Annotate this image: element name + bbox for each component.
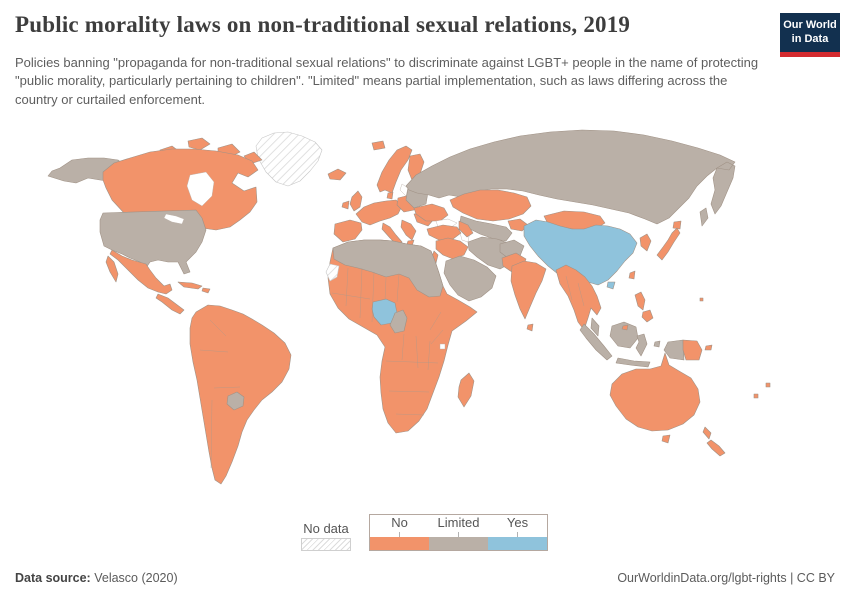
- country-pacific-islands[interactable]: [699, 297, 771, 399]
- country-usa[interactable]: [99, 209, 207, 275]
- page-subtitle: Policies banning "propaganda for non-tra…: [15, 55, 759, 107]
- footer: Data source: Velasco (2020) OurWorldinDa…: [15, 571, 835, 585]
- lake-great-lakes: [163, 213, 185, 225]
- credit-link[interactable]: OurWorldinData.org/lgbt-rights | CC BY: [617, 571, 835, 585]
- country-africa-north[interactable]: [332, 239, 444, 298]
- owid-logo-line2: in Data: [791, 32, 829, 45]
- country-greenland[interactable]: [255, 131, 323, 187]
- data-source-label: Data source:: [15, 571, 91, 585]
- legend-swatch-yes[interactable]: [488, 537, 547, 550]
- map-legend: No data No Limited Yes: [301, 514, 548, 551]
- owid-logo-line1: Our World: [783, 19, 837, 31]
- legend-tick: [458, 532, 459, 537]
- country-western-europe[interactable]: [355, 191, 403, 226]
- legend-label-yes: Yes: [506, 515, 529, 530]
- country-mexico-central-america[interactable]: [105, 249, 185, 315]
- country-madagascar[interactable]: [457, 372, 475, 408]
- legend-label-limited: Limited: [437, 515, 480, 530]
- country-india[interactable]: [510, 260, 547, 332]
- country-iberia[interactable]: [333, 219, 363, 243]
- page-title: Public morality laws on non-traditional …: [15, 12, 631, 37]
- country-ukraine[interactable]: [413, 203, 449, 222]
- legend-tick: [517, 532, 518, 537]
- owid-logo-accent-bar: [780, 51, 840, 57]
- legend-swatch-limited[interactable]: [429, 537, 488, 550]
- country-china[interactable]: [523, 219, 638, 290]
- data-source-value: Velasco (2020): [94, 571, 178, 585]
- legend-bar: No Limited Yes: [369, 514, 548, 551]
- country-borders-decorative: [199, 267, 585, 469]
- country-caribbean[interactable]: [177, 281, 211, 294]
- country-turkey-caucasus[interactable]: [426, 220, 474, 241]
- owid-logo[interactable]: Our World in Data: [780, 13, 840, 57]
- country-paraguay[interactable]: [226, 391, 245, 411]
- legend-tick: [399, 532, 400, 537]
- data-source: Data source: Velasco (2020): [15, 571, 178, 585]
- legend-label-no: No: [391, 515, 408, 530]
- country-papua-new-guinea[interactable]: [682, 339, 713, 361]
- country-uk-ireland[interactable]: [341, 190, 363, 212]
- legend-swatch-no[interactable]: [370, 537, 429, 550]
- country-cameroon[interactable]: [389, 309, 408, 334]
- lake-hudson-bay: [186, 171, 215, 207]
- country-brunei[interactable]: [621, 324, 629, 331]
- country-taiwan[interactable]: [628, 270, 636, 280]
- country-russia[interactable]: [405, 129, 736, 227]
- country-australia[interactable]: [609, 352, 701, 444]
- country-balkans[interactable]: [400, 219, 417, 247]
- country-western-sahara[interactable]: [325, 263, 340, 282]
- country-philippines[interactable]: [634, 291, 654, 323]
- country-indonesia[interactable]: [579, 323, 685, 368]
- country-kazakhstan[interactable]: [449, 189, 532, 222]
- country-new-zealand[interactable]: [702, 426, 726, 457]
- country-korea[interactable]: [639, 233, 652, 252]
- owid-logo-box: Our World in Data: [780, 13, 840, 52]
- country-japan[interactable]: [656, 220, 682, 261]
- country-arabian-peninsula[interactable]: [443, 255, 497, 302]
- legend-label-no-data: No data: [303, 521, 349, 536]
- country-iceland[interactable]: [327, 168, 347, 181]
- lake-victoria: [439, 343, 446, 350]
- legend-swatch-no-data[interactable]: [301, 538, 351, 551]
